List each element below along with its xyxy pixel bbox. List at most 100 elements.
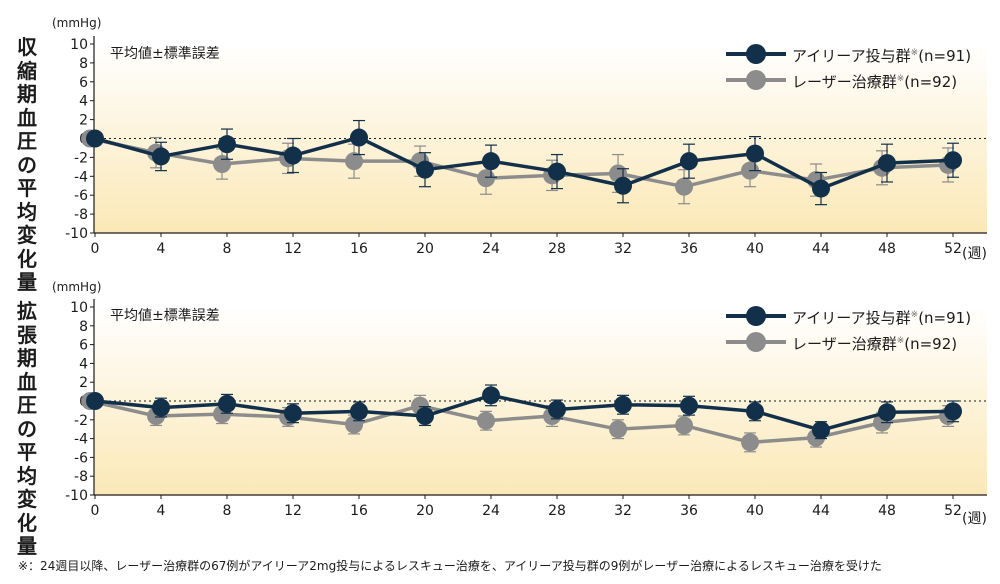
ylabel-char: 平 [17,440,37,464]
data-point-aflibercept [284,146,302,165]
ylabel-char: 期 [17,346,37,370]
ylabel-char: 化 [17,246,37,271]
data-point-aflibercept [416,160,434,179]
ylabel-char: 均 [17,463,37,488]
ylabel-char: の [17,152,37,177]
ylabel-char: 圧 [17,129,37,153]
x-tick-label: 8 [223,241,232,257]
data-point-aflibercept [482,386,500,405]
data-point-aflibercept [746,144,764,163]
legend-n: (n=91) [918,309,972,327]
data-point-laser [741,433,760,452]
y-tick-label: 6 [79,338,88,354]
data-point-aflibercept [944,402,962,421]
data-point-laser [675,177,694,196]
ylabel-char: 均 [17,199,37,224]
data-point-laser [477,411,496,430]
legend-label: レーザー治療群 [792,73,897,91]
y-tick-label: 8 [79,319,88,335]
y-tick-label: -4 [74,169,88,185]
x-tick-label: 4 [157,241,166,257]
data-point-laser [675,416,694,435]
ylabel-char: 収 [17,35,37,59]
ylabel-char: 血 [17,369,37,394]
legend-label: アイリーア投与群 [792,47,911,65]
data-point-aflibercept [548,162,566,181]
x-tick-label: 24 [482,503,500,519]
x-tick-label: 40 [746,241,764,257]
x-tick-label: 20 [416,503,434,519]
legend-marker-dark [726,44,786,64]
ylabel-char: 拡 [17,299,37,323]
ylabel-char: 平 [17,176,37,200]
x-tick-label: 16 [350,503,368,519]
x-tick-label: 8 [223,503,232,519]
x-tick-label: 52 [944,503,962,519]
data-point-aflibercept [152,147,170,166]
data-point-aflibercept [218,394,236,413]
legend-label: アイリーア投与群 [792,309,911,327]
ylabel-char: 圧 [17,393,37,417]
series-line-laser [89,399,949,445]
series-line-aflibercept [94,393,954,432]
x-tick-label: 44 [812,503,830,519]
legend-n: (n=92) [904,335,958,353]
y-tick-label: -6 [74,450,88,466]
x-tick-label: 24 [482,241,500,257]
y-tick-label: -10 [65,226,88,242]
y-tick-label: 4 [79,94,88,110]
ylabel-char: の [17,416,37,441]
y-tick-label: 6 [79,75,88,91]
x-tick-label: 12 [284,241,302,257]
data-point-aflibercept [482,152,500,171]
data-point-aflibercept [86,129,104,148]
legend-mark: ※ [910,310,919,320]
y-tick-label: 2 [79,375,88,391]
data-point-aflibercept [746,402,764,421]
data-point-aflibercept [944,151,962,170]
data-point-aflibercept [878,403,896,422]
y-tick-label: -8 [74,469,88,485]
panel1-note: 平均値±標準誤差 [110,46,220,62]
y-tick-label: -2 [74,150,88,166]
data-point-aflibercept [680,152,698,171]
ylabel-char: 量 [17,534,37,558]
x-tick-label: 0 [91,503,100,519]
data-point-laser [609,420,628,439]
ylabel-char: 期 [17,82,37,106]
x-tick-label: 48 [878,241,896,257]
panel2-unit: (mmHg) [52,280,102,294]
x-tick-label: 20 [416,241,434,257]
panel1-x-unit: (週) [962,246,987,262]
ylabel-char: 張 [17,322,37,347]
x-tick-label: 28 [548,241,566,257]
x-tick-label: 44 [812,241,830,257]
series-line-aflibercept [94,135,954,191]
legend-marker-gray [726,332,786,352]
legend-label: レーザー治療群 [792,335,897,353]
data-point-aflibercept [86,392,104,410]
y-tick-label: -8 [74,207,88,223]
y-tick-label: 4 [79,356,88,372]
x-tick-label: 40 [746,503,764,519]
ylabel-char: 変 [17,223,37,247]
legend-n: (n=91) [918,47,972,65]
x-tick-label: 12 [284,503,302,519]
data-point-aflibercept [878,154,896,173]
x-tick-label: 36 [680,241,698,257]
x-tick-label: 32 [614,241,632,257]
ylabel-char: 縮 [17,58,37,83]
data-point-aflibercept [284,404,302,423]
panel1-ylabel: 収縮期血圧の平均変化量 [14,35,40,295]
data-point-aflibercept [548,400,566,419]
legend-mark: ※ [896,74,905,84]
legend-mark: ※ [896,336,905,346]
data-point-aflibercept [812,179,830,198]
data-point-aflibercept [812,421,830,440]
x-tick-label: 0 [91,241,100,257]
x-tick-label: 4 [157,503,166,519]
x-tick-label: 32 [614,503,632,519]
y-tick-label: -6 [74,188,88,204]
y-tick-label: -4 [74,432,88,448]
